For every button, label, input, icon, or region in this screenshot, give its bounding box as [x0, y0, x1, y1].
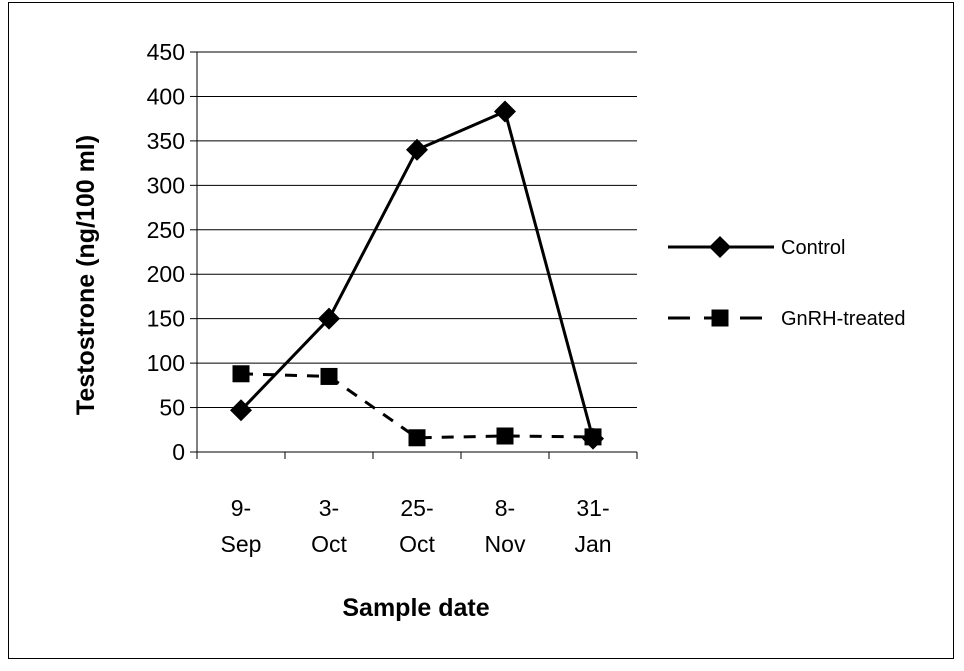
y-tick-labels: 0 50 100 150 200 250 300 350 400 450 — [147, 39, 185, 465]
y-tick-label: 50 — [159, 395, 185, 421]
y-tick-label: 450 — [147, 39, 185, 65]
y-tick-label: 100 — [147, 350, 185, 376]
y-tick-label: 350 — [147, 128, 185, 154]
x-tick-label: 25-Oct — [399, 495, 435, 557]
legend-label-control: Control — [781, 237, 845, 259]
y-tick-label: 150 — [147, 306, 185, 332]
series-layer — [230, 100, 604, 450]
data-point-control — [406, 138, 428, 161]
y-tick-label: 400 — [147, 83, 185, 109]
data-point-gnrh-treated — [320, 367, 338, 385]
x-tick-labels: 9-Sep 3-Oct 25-Oct 8-Nov 31-Jan — [221, 495, 612, 557]
data-point-gnrh-treated — [496, 427, 514, 445]
y-axis-title: Testostrone (ng/100 ml) — [72, 135, 100, 415]
x-tick-label: 3-Oct — [311, 495, 347, 557]
y-tick-label: 300 — [147, 172, 185, 198]
data-point-control — [230, 399, 252, 422]
data-point-control — [494, 100, 516, 123]
y-tick-label: 250 — [147, 217, 185, 243]
x-tick-label: 8-Nov — [485, 495, 526, 557]
legend-marker-gnrh-treated — [711, 309, 729, 327]
x-tick-label: 31-Jan — [574, 495, 611, 557]
gridlines — [197, 51, 637, 409]
legend: Control GnRH-treated — [668, 236, 906, 330]
series-line-gnrh-treated — [240, 372, 594, 440]
data-point-control — [318, 307, 340, 330]
data-point-gnrh-treated — [408, 429, 426, 447]
y-tick-label: 0 — [172, 439, 185, 465]
x-axis-title: Sample date — [342, 594, 489, 622]
axes — [190, 51, 638, 459]
legend-marker-control — [709, 236, 731, 258]
data-point-gnrh-treated — [232, 365, 250, 383]
chart-frame — [8, 2, 954, 659]
legend-label-gnrh-treated: GnRH-treated — [781, 308, 906, 330]
data-point-gnrh-treated — [584, 428, 602, 446]
y-tick-label: 200 — [147, 261, 185, 287]
x-tick-label: 9-Sep — [221, 495, 262, 557]
